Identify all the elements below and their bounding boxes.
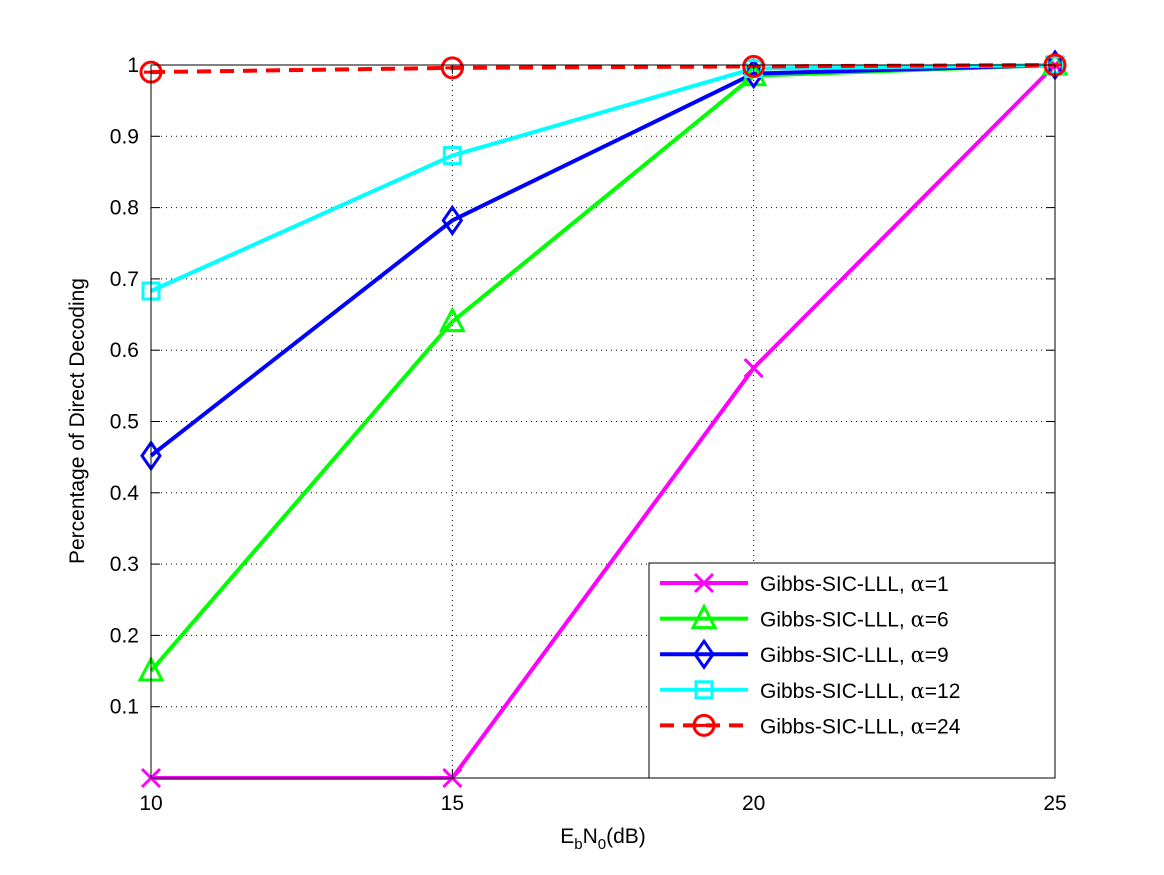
legend-label-alpha: α <box>911 608 925 632</box>
y-tick-label: 1 <box>127 54 139 77</box>
data-point-marker <box>438 306 466 333</box>
y-tick-label: 0.2 <box>110 624 139 647</box>
legend-label: Gibbs-SIC-LLL, α=12 <box>760 679 960 703</box>
data-point-marker <box>743 357 764 379</box>
x-axis-label-mid: N <box>583 825 598 848</box>
x-axis-label-tail: (dB) <box>606 825 646 848</box>
legend-marker <box>693 572 715 594</box>
series-line-alpha9 <box>149 63 1056 458</box>
legend-label-alpha-value: =12 <box>925 680 961 703</box>
legend-marker <box>693 638 715 670</box>
y-tick-label: 0.4 <box>110 482 140 505</box>
y-tick-labels: 0.1 0.2 0.3 0.4 0.5 0.6 0.7 0.8 0.9 1 <box>110 54 140 719</box>
x-tick-label: 20 <box>742 792 765 815</box>
y-tick-label: 0.8 <box>110 197 139 220</box>
legend-label-alpha: α <box>911 643 925 667</box>
grid <box>151 65 1055 778</box>
legend-marker <box>690 603 718 630</box>
x-tick-label: 25 <box>1043 792 1066 815</box>
y-tick-label: 0.5 <box>110 411 139 434</box>
data-point-marker <box>440 56 464 80</box>
y-axis-label: Percentage of Direct Decoding <box>66 278 89 564</box>
legend-marker <box>694 680 714 700</box>
legend-label: Gibbs-SIC-LLL, α=1 <box>760 572 949 596</box>
x-tick-label: 15 <box>441 792 464 815</box>
legend-label: Gibbs-SIC-LLL, α=24 <box>760 714 961 738</box>
legend-label-alpha: α <box>911 714 925 738</box>
legend-label: Gibbs-SIC-LLL, α=6 <box>760 608 949 632</box>
legend-label: Gibbs-SIC-LLL, α=9 <box>760 643 949 667</box>
legend-label-alpha: α <box>911 572 925 596</box>
data-point-marker <box>441 204 464 237</box>
y-tick-label: 0.9 <box>110 125 139 148</box>
legend-label-alpha-value: =1 <box>925 573 949 596</box>
series-line-alpha24 <box>150 63 1056 75</box>
legend-label-alpha-value: =6 <box>925 609 949 632</box>
x-tick-label: 10 <box>139 792 162 815</box>
legend-label-alpha-value: =9 <box>925 644 949 667</box>
series-line-alpha12 <box>150 63 1056 293</box>
legend-label-name: Gibbs-SIC-LLL, <box>760 573 911 596</box>
data-point-marker <box>742 57 765 90</box>
y-tick-label: 0.6 <box>110 339 139 362</box>
x-tick-labels: 10 15 20 25 <box>139 792 1066 815</box>
legend-label-name: Gibbs-SIC-LLL, <box>760 644 911 667</box>
legend-label-name: Gibbs-SIC-LLL, <box>760 680 911 703</box>
y-tick-label: 0.3 <box>110 553 139 576</box>
legend-box <box>648 562 1056 779</box>
legend-label-name: Gibbs-SIC-LLL, <box>760 609 911 632</box>
legend-label-name: Gibbs-SIC-LLL, <box>760 715 911 738</box>
legend-marker <box>692 713 716 737</box>
data-point-marker <box>442 146 462 166</box>
x-axis-label-sub-b: b <box>574 836 582 853</box>
y-tick-label: 0.1 <box>110 696 139 719</box>
legend-label-alpha-value: =24 <box>925 715 961 738</box>
data-point-marker <box>742 54 766 78</box>
legend-label-alpha: α <box>911 679 925 703</box>
x-axis-label-sub-0: 0 <box>598 836 606 853</box>
x-axis-label: EbN0(dB) <box>560 825 646 853</box>
y-tick-label: 0.7 <box>110 268 139 291</box>
x-axis-label-main: E <box>560 825 574 848</box>
